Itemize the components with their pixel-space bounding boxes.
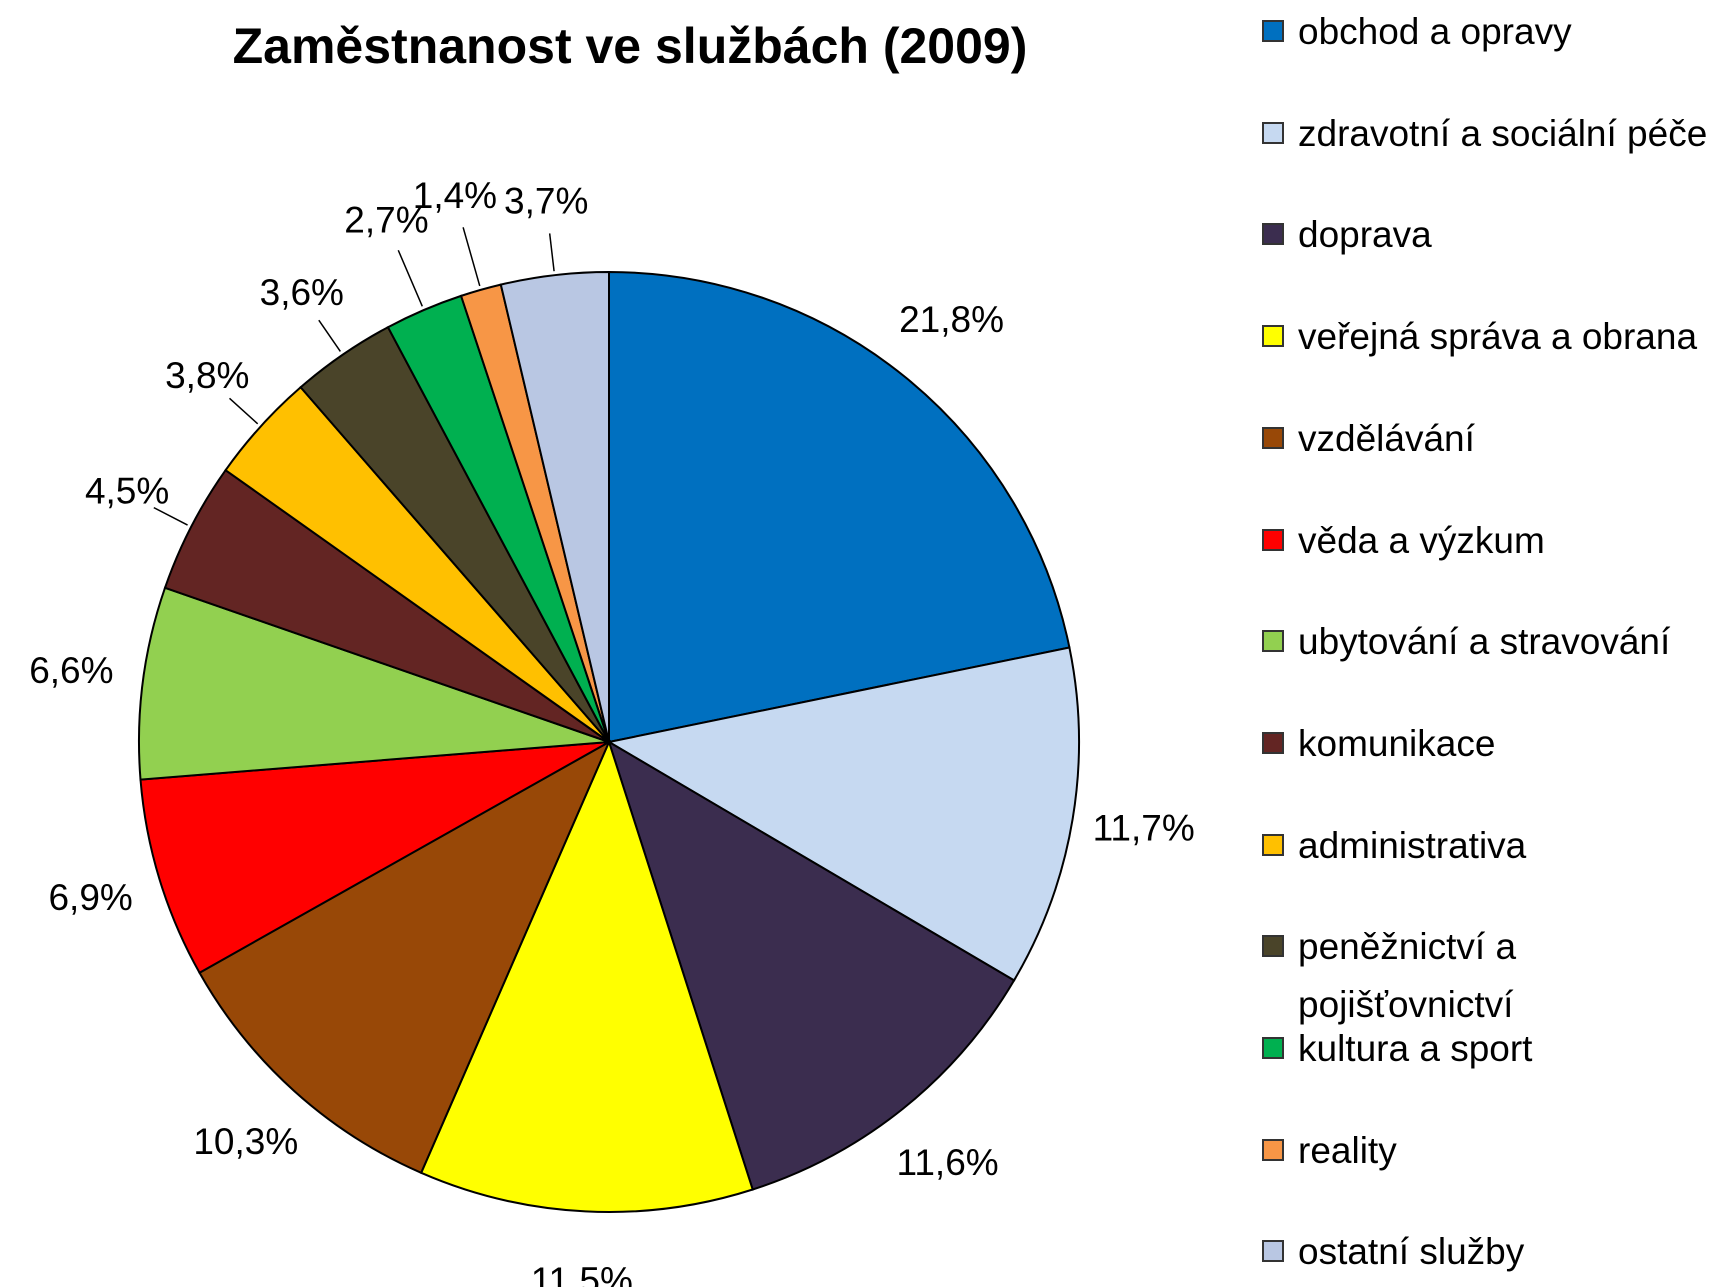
legend-label: kultura a sport: [1298, 1028, 1533, 1069]
legend-label: peněžnictví a pojišťovnictví: [1298, 926, 1517, 1026]
legend-label: doprava: [1298, 214, 1432, 256]
legend-item: obchod a opravy: [1262, 3, 1722, 61]
legend-item: ubytování a stravování: [1262, 613, 1722, 671]
data-label: 1,4%: [413, 175, 497, 216]
pie-slice: [419, 739, 754, 1213]
legend-swatch: [1262, 935, 1284, 958]
legend-label: ostatní služby: [1298, 1231, 1525, 1273]
data-label: 3,8%: [165, 355, 249, 396]
legend-item: administrativa: [1262, 817, 1722, 875]
pie-slice: [139, 741, 610, 975]
pie-slice: [198, 739, 612, 1175]
legend-item: komunikace: [1262, 715, 1722, 773]
legend-swatch: [1262, 1138, 1284, 1161]
leader-line: [397, 249, 423, 307]
data-label: 11,6%: [897, 1142, 999, 1183]
leader-line: [462, 227, 481, 287]
chart-title: Zaměstnanost ve službách (2009): [233, 18, 1028, 74]
leader-line: [153, 506, 188, 526]
data-label: 11,7%: [1093, 808, 1195, 849]
legend-swatch: [1262, 833, 1284, 856]
legend-label: administrativa: [1298, 824, 1527, 866]
legend-swatch: [1262, 20, 1284, 42]
data-label: 4,5%: [85, 471, 169, 512]
data-label: 10,3%: [193, 1121, 298, 1162]
legend-label: věda a výzkum: [1298, 519, 1545, 561]
leader-line: [229, 397, 259, 425]
legend-item: vzdělávání: [1262, 410, 1722, 468]
legend-swatch: [1262, 630, 1284, 653]
legend-item: kultura a sport: [1262, 1020, 1722, 1078]
legend-swatch: [1262, 426, 1284, 449]
data-label: 2,7%: [344, 199, 428, 240]
legend-label: vzdělávání: [1298, 417, 1475, 459]
legend-label: obchod a opravy: [1298, 11, 1572, 52]
pie-slice: [608, 270, 1071, 744]
data-label: 3,7%: [504, 180, 588, 221]
data-label: 3,6%: [260, 272, 344, 313]
legend-swatch: [1262, 223, 1284, 246]
data-label: 6,6%: [29, 650, 113, 691]
pie-slice: [499, 270, 610, 743]
legend-swatch: [1262, 1037, 1284, 1059]
legend-swatch: [1262, 325, 1284, 348]
legend-label: zdravotní a sociální péče: [1298, 112, 1708, 154]
legend-item: peněžnictví a pojišťovnictví: [1262, 918, 1722, 1034]
legend-label: reality: [1298, 1129, 1397, 1171]
legend-label: veřejná správa a obrana: [1298, 316, 1698, 358]
data-label: 11,5%: [531, 1260, 633, 1287]
data-label: 6,9%: [48, 877, 132, 918]
legend-item: ostatní služby: [1262, 1223, 1722, 1281]
legend-label: komunikace: [1298, 722, 1496, 764]
legend-item: zdravotní a sociální péče: [1262, 105, 1722, 163]
leader-line: [318, 319, 341, 352]
legend-label: ubytování a stravování: [1298, 621, 1671, 663]
legend-item: doprava: [1262, 206, 1722, 264]
pie-slice: [606, 646, 1080, 982]
pie-slice: [607, 739, 1016, 1191]
legend-item: veřejná správa a obrana: [1262, 308, 1722, 366]
leader-line: [548, 233, 555, 272]
legend-item: věda a výzkum: [1262, 512, 1722, 570]
legend-swatch: [1262, 731, 1284, 754]
legend-item: reality: [1262, 1122, 1722, 1180]
legend-swatch: [1262, 1240, 1284, 1263]
legend-swatch: [1262, 121, 1284, 144]
data-label: 21,8%: [899, 299, 1004, 340]
legend-swatch: [1262, 528, 1284, 551]
pie-slice: [138, 586, 610, 781]
